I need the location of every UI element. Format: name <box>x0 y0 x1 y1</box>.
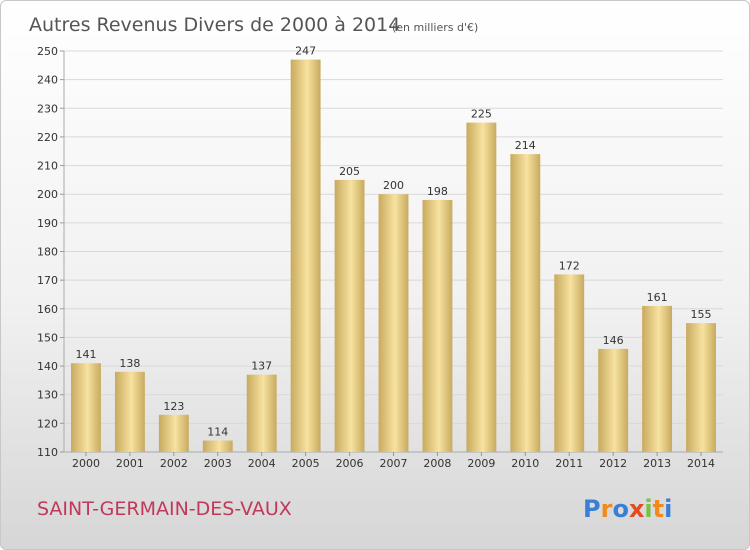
bar-2001 <box>114 371 145 452</box>
x-tick-label-2008: 2008 <box>423 457 451 470</box>
value-label-2003: 114 <box>207 426 228 439</box>
proxiti-logo: Proxiti <box>583 495 672 523</box>
bar-2003 <box>202 440 233 452</box>
y-tick-label: 240 <box>37 74 58 87</box>
x-tick-label-2012: 2012 <box>599 457 627 470</box>
logo-letter: x <box>629 495 645 523</box>
bar-2000 <box>71 363 101 452</box>
bar-2013 <box>642 305 673 452</box>
bar-2006 <box>334 179 365 452</box>
value-label-2012: 146 <box>603 334 624 347</box>
logo-letter: i <box>644 495 652 523</box>
value-label-2004: 137 <box>251 360 272 373</box>
x-tick-label-2010: 2010 <box>511 457 539 470</box>
x-tick-label-2000: 2000 <box>72 457 100 470</box>
x-tick-label-2006: 2006 <box>336 457 364 470</box>
y-tick-label: 190 <box>37 217 58 230</box>
y-tick-label: 160 <box>37 303 58 316</box>
place-name: SAINT-GERMAIN-DES-VAUX <box>37 498 292 520</box>
y-tick-label: 120 <box>37 417 58 430</box>
x-tick-label-2009: 2009 <box>467 457 495 470</box>
x-tick-label-2005: 2005 <box>292 457 320 470</box>
bar-2004 <box>246 374 277 452</box>
y-tick-label: 200 <box>37 188 58 201</box>
bar-2009 <box>466 122 497 452</box>
value-label-2002: 123 <box>163 400 184 413</box>
value-label-2008: 198 <box>427 185 448 198</box>
bar-2002 <box>158 414 189 452</box>
bar-2010 <box>510 154 541 452</box>
value-label-2005: 247 <box>295 45 316 58</box>
value-label-2009: 225 <box>471 108 492 121</box>
value-label-2014: 155 <box>691 308 712 321</box>
logo-letter: i <box>664 495 672 523</box>
logo-letter: o <box>612 495 629 523</box>
value-label-2011: 172 <box>559 259 580 272</box>
y-tick-labels: 110 120 130 140 150 160 170 180 190 200 210 220 230 2… <box>37 45 58 459</box>
x-tick-label-2003: 2003 <box>204 457 232 470</box>
x-tick-label-2002: 2002 <box>160 457 188 470</box>
y-tick-label: 170 <box>37 274 58 287</box>
x-tick-label-2004: 2004 <box>248 457 276 470</box>
value-label-2000: 141 <box>75 348 96 361</box>
bar-2011 <box>554 274 585 452</box>
y-tick-label: 110 <box>37 446 58 459</box>
y-tick-label: 250 <box>37 45 58 58</box>
logo-letter: t <box>653 495 664 523</box>
value-labels: 141 138 123 114 137 247 205 200 198 225 214 172 146 1… <box>75 45 711 439</box>
logo-letter: P <box>583 495 601 523</box>
x-tick-label-2007: 2007 <box>380 457 408 470</box>
y-tick-label: 150 <box>37 331 58 344</box>
x-tick-label-2014: 2014 <box>687 457 715 470</box>
bar-2007 <box>378 194 409 452</box>
x-tick-label-2001: 2001 <box>116 457 144 470</box>
value-label-2006: 205 <box>339 165 360 178</box>
bar-2012 <box>598 348 629 452</box>
x-tick-label-2011: 2011 <box>555 457 583 470</box>
y-tick-label: 130 <box>37 389 58 402</box>
value-label-2010: 214 <box>515 139 536 152</box>
chart-subtitle: (en milliers d'€) <box>392 21 478 34</box>
bar-2005 <box>290 59 321 452</box>
x-tick-label-2013: 2013 <box>643 457 671 470</box>
y-tick-label: 180 <box>37 246 58 259</box>
y-tick-label: 210 <box>37 160 58 173</box>
y-tick-label: 140 <box>37 360 58 373</box>
bar-2008 <box>422 199 453 452</box>
bars <box>71 59 716 452</box>
chart-title: Autres Revenus Divers de 2000 à 2014 <box>29 14 400 36</box>
value-label-2001: 138 <box>119 357 140 370</box>
bar-2014 <box>686 323 716 452</box>
value-label-2013: 161 <box>647 291 668 304</box>
logo-letter: r <box>601 495 613 523</box>
value-label-2007: 200 <box>383 179 404 192</box>
x-tick-labels: 2000 2001 2002 2003 2004 2005 2006 2007 2008 2009… <box>72 452 715 470</box>
y-tick-label: 230 <box>37 102 58 115</box>
y-tick-label: 220 <box>37 131 58 144</box>
